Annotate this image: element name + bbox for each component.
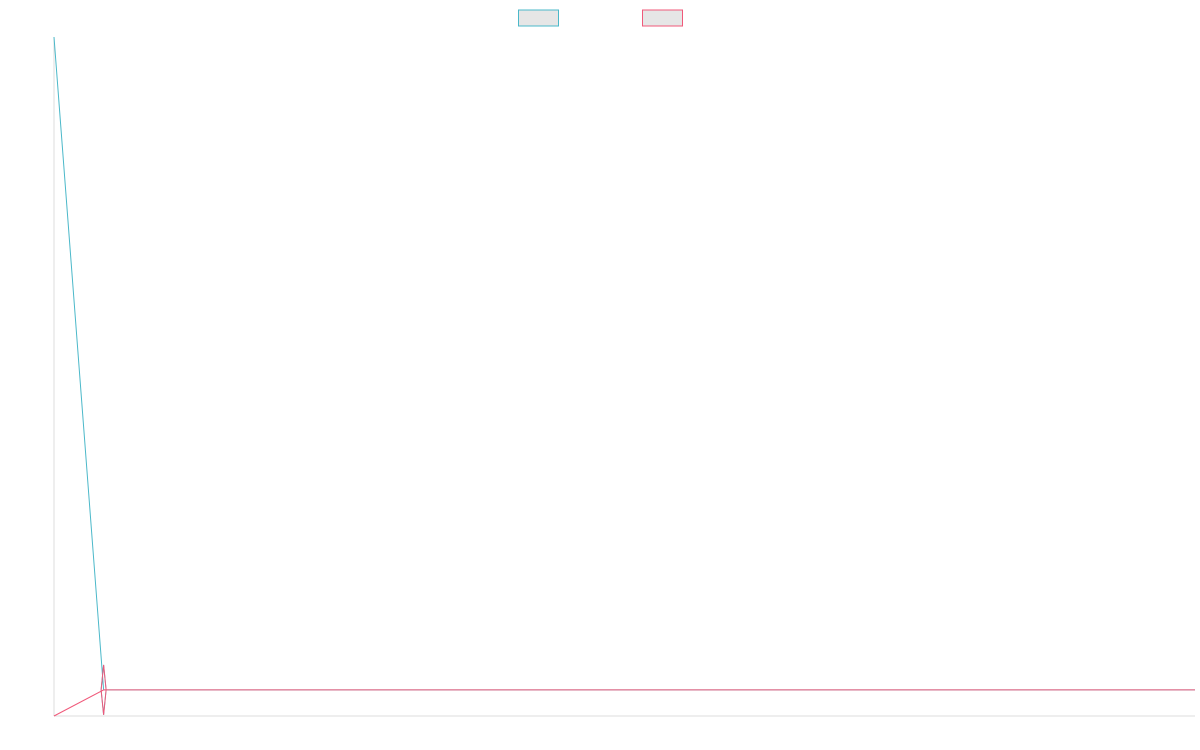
legend-item-2[interactable] xyxy=(642,9,683,27)
series-2-line xyxy=(53,689,1195,717)
legend-item-1[interactable] xyxy=(518,9,559,27)
series-layer xyxy=(53,36,1195,717)
legend-swatch-1 xyxy=(518,9,559,27)
series-2-marker xyxy=(100,664,107,715)
legend-swatch-2 xyxy=(642,9,683,27)
legend[interactable] xyxy=(518,9,683,27)
axes xyxy=(53,37,1195,717)
series-1-line xyxy=(53,36,1195,691)
